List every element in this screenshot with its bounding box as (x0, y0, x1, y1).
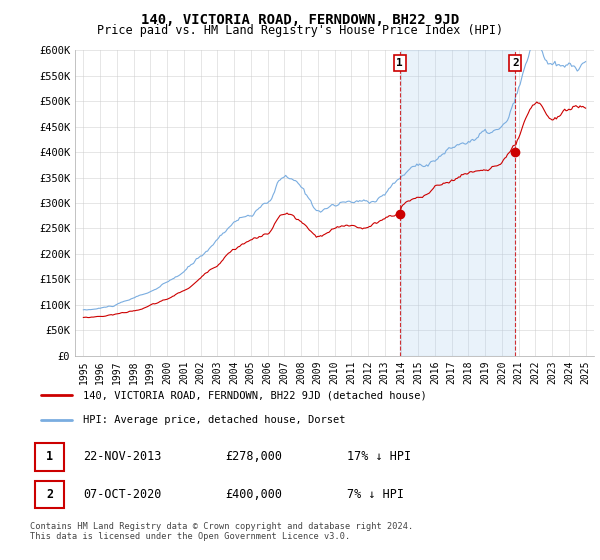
Text: Contains HM Land Registry data © Crown copyright and database right 2024.
This d: Contains HM Land Registry data © Crown c… (30, 522, 413, 542)
Text: 140, VICTORIA ROAD, FERNDOWN, BH22 9JD: 140, VICTORIA ROAD, FERNDOWN, BH22 9JD (141, 13, 459, 27)
Text: 2: 2 (512, 58, 518, 68)
Text: 7% ↓ HPI: 7% ↓ HPI (347, 488, 404, 501)
Bar (35, 481, 64, 508)
Text: £278,000: £278,000 (226, 450, 283, 464)
Bar (35, 444, 64, 470)
Text: 22-NOV-2013: 22-NOV-2013 (83, 450, 161, 464)
Text: 07-OCT-2020: 07-OCT-2020 (83, 488, 161, 501)
Text: 2: 2 (46, 488, 53, 501)
Text: Price paid vs. HM Land Registry's House Price Index (HPI): Price paid vs. HM Land Registry's House … (97, 24, 503, 36)
Text: 1: 1 (397, 58, 403, 68)
Text: 17% ↓ HPI: 17% ↓ HPI (347, 450, 411, 464)
Text: 1: 1 (46, 450, 53, 464)
Text: £400,000: £400,000 (226, 488, 283, 501)
Text: HPI: Average price, detached house, Dorset: HPI: Average price, detached house, Dors… (83, 414, 346, 424)
Text: 140, VICTORIA ROAD, FERNDOWN, BH22 9JD (detached house): 140, VICTORIA ROAD, FERNDOWN, BH22 9JD (… (83, 390, 427, 400)
Bar (400, 50, 515, 356)
